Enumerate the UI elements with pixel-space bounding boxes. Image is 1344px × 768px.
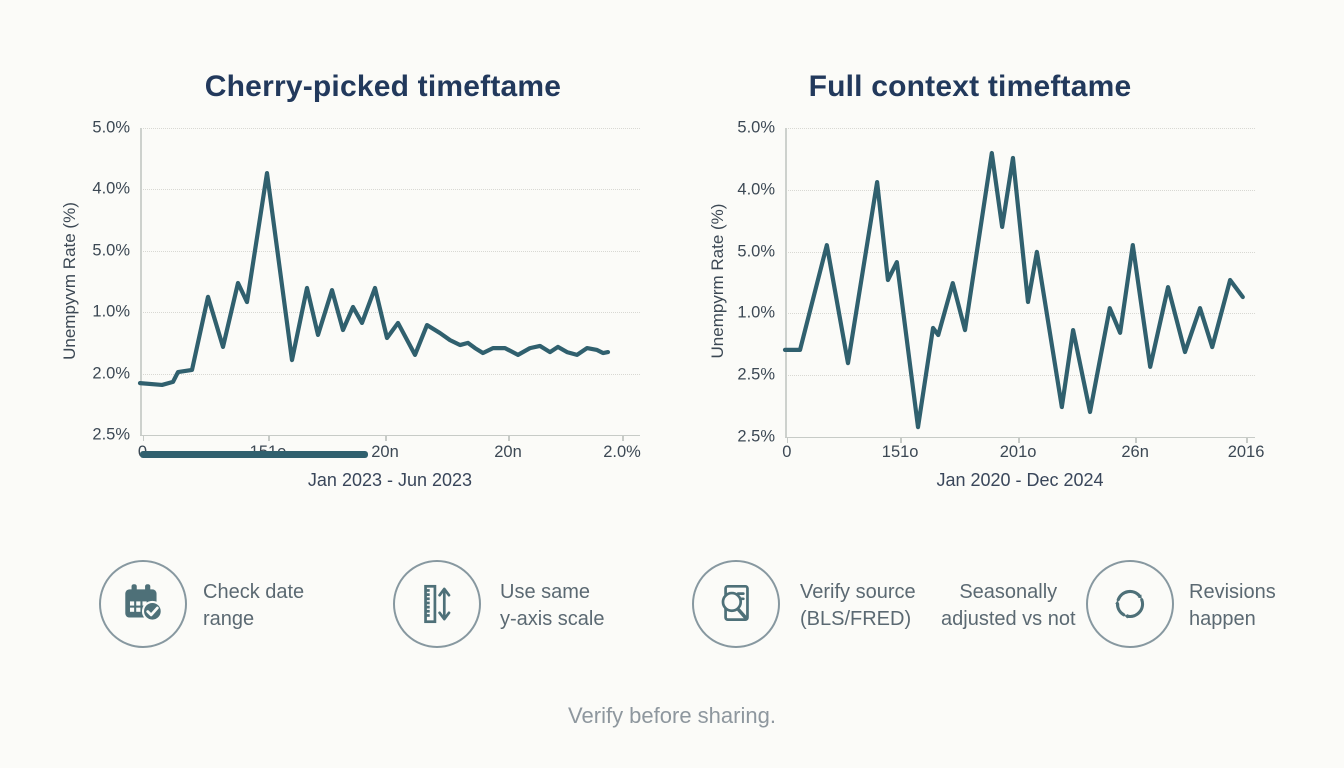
tip-circle bbox=[1086, 560, 1174, 648]
gridline bbox=[140, 312, 640, 314]
gridline bbox=[140, 250, 640, 252]
x-tick-mark bbox=[622, 435, 624, 441]
y-tick-label: 4.0% bbox=[737, 180, 775, 199]
x-tick-mark bbox=[268, 435, 270, 441]
x-tick-label: 151o bbox=[881, 443, 919, 461]
axis-underline-bar bbox=[140, 451, 368, 458]
y-tick-label: 2.5% bbox=[92, 425, 130, 444]
tip-circle bbox=[692, 560, 780, 648]
data-line-svg bbox=[140, 128, 640, 435]
x-tick-label: 2.0% bbox=[603, 443, 641, 461]
data-line bbox=[785, 153, 1243, 427]
x-axis-line bbox=[140, 435, 640, 436]
y-tick-label: 2.0% bbox=[92, 364, 130, 383]
gridline bbox=[140, 189, 640, 191]
refresh-cycle-icon bbox=[1115, 589, 1144, 619]
gridline bbox=[140, 128, 640, 129]
y-tick-label: 5.0% bbox=[92, 118, 130, 137]
footer-caption: Verify before sharing. bbox=[568, 703, 776, 728]
x-axis-caption: Jan 2023 - Jun 2023 bbox=[307, 470, 473, 490]
x-tick-label: 201o bbox=[999, 443, 1037, 461]
x-tick-label: 0 bbox=[782, 443, 792, 461]
tip-label: Check date range bbox=[203, 581, 305, 630]
calendar-check-icon bbox=[125, 584, 163, 622]
x-tick-mark bbox=[385, 435, 387, 441]
x-tick-labels: 0 151o 201o 26n 2016 bbox=[782, 443, 1264, 465]
x-tick-mark bbox=[1246, 437, 1248, 443]
x-tick-label: 20n bbox=[494, 443, 522, 461]
gridline bbox=[140, 373, 640, 375]
y-tick-label: 4.0% bbox=[92, 179, 130, 198]
chart-title: Cherry-picked timeftame bbox=[204, 70, 562, 103]
gridline bbox=[785, 189, 1255, 191]
y-tick-label: 1.0% bbox=[92, 302, 130, 321]
x-tick-mark bbox=[900, 437, 902, 443]
y-tick-label: 1.0% bbox=[737, 303, 775, 322]
chart-title: Full context timeftame bbox=[808, 70, 1132, 103]
tip-circle bbox=[99, 560, 187, 648]
x-tick-mark bbox=[508, 435, 510, 441]
y-tick-labels: 5.0% 4.0% 5.0% 1.0% 2.0% 2.5% bbox=[68, 119, 130, 444]
x-tick-label: 2016 bbox=[1227, 443, 1265, 461]
x-tick-mark bbox=[786, 437, 789, 443]
x-tick-label: 20n bbox=[371, 443, 399, 461]
ruler-yaxis-icon bbox=[424, 584, 451, 624]
magnifier-document-icon bbox=[721, 584, 749, 621]
x-tick-mark bbox=[142, 435, 144, 441]
y-tick-label: 2.5% bbox=[737, 427, 775, 446]
plot-area bbox=[785, 128, 1255, 443]
tip-label: Use same y-axis scale bbox=[500, 581, 605, 630]
x-tick-mark bbox=[1018, 437, 1020, 443]
y-tick-labels: 5.0% 4.0% 5.0% 1.0% 2.5% 2.5% bbox=[713, 119, 775, 446]
gridline bbox=[785, 128, 1255, 129]
y-tick-label: 5.0% bbox=[92, 241, 130, 260]
x-tick-label: 26n bbox=[1121, 443, 1149, 461]
tip-label: Revisions happen bbox=[1189, 581, 1276, 630]
tip-circle bbox=[393, 560, 481, 648]
plot-area bbox=[140, 128, 640, 458]
y-axis-line bbox=[140, 128, 142, 435]
x-axis-caption: Jan 2020 - Dec 2024 bbox=[936, 470, 1104, 490]
y-tick-label: 5.0% bbox=[737, 242, 775, 261]
gridline bbox=[785, 251, 1255, 253]
data-line-svg bbox=[785, 128, 1255, 437]
x-tick-mark bbox=[1135, 437, 1137, 443]
x-axis-line bbox=[785, 437, 1255, 438]
tip-label: Verify source (BLS/FRED) bbox=[800, 581, 916, 630]
y-axis-line bbox=[785, 128, 787, 437]
gridline bbox=[785, 313, 1255, 315]
gridline bbox=[785, 375, 1255, 377]
y-tick-label: 2.5% bbox=[737, 365, 775, 384]
tip-label: Seasonally adjusted vs not bbox=[941, 581, 1076, 630]
y-tick-label: 5.0% bbox=[737, 118, 775, 137]
data-line bbox=[140, 173, 608, 385]
